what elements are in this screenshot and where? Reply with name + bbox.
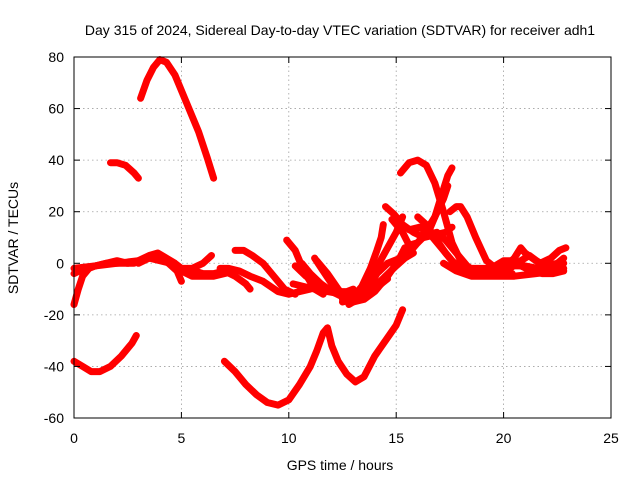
x-axis-label: GPS time / hours (287, 457, 394, 473)
y-tick-label: 80 (48, 49, 64, 65)
series-line-arc-30 (482, 257, 568, 278)
series-group (70, 56, 570, 409)
series-line-arc-22 (382, 203, 456, 241)
y-tick-label: 40 (48, 152, 64, 168)
series-line-arc-33 (220, 306, 407, 409)
series-line-arc-8 (184, 264, 254, 293)
y-tick-label: 0 (56, 255, 64, 271)
series-line-arc-6 (137, 56, 218, 182)
x-tick-label: 20 (496, 430, 512, 446)
y-tick-label: -20 (44, 307, 64, 323)
series-line-arc-32 (506, 244, 570, 272)
x-tick-label: 25 (603, 430, 619, 446)
y-tick-label: -60 (44, 410, 64, 426)
y-axis-label: SDTVAR / TECUs (5, 182, 21, 294)
series-line-arc-5 (107, 159, 142, 182)
x-tick-label: 5 (178, 430, 186, 446)
axis-ticks: 0 5 10 15 20 25 -60 -40 -20 0 20 40 60 80 (44, 49, 619, 446)
series-line-arc-7 (70, 332, 140, 376)
y-tick-label: -40 (44, 358, 64, 374)
series-line-arc-31 (489, 244, 568, 275)
y-tick-label: 60 (48, 101, 64, 117)
chart-title: Day 315 of 2024, Sidereal Day-to-day VTE… (85, 22, 595, 38)
series-line-arc-4 (134, 252, 185, 285)
x-tick-label: 10 (281, 430, 297, 446)
plot-frame (73, 56, 612, 419)
series-line-arc-20 (339, 249, 417, 306)
x-tick-label: 15 (388, 430, 404, 446)
series-line-arc-10 (231, 246, 299, 298)
x-tick-label: 0 (70, 430, 78, 446)
y-tick-label: 20 (48, 204, 64, 220)
